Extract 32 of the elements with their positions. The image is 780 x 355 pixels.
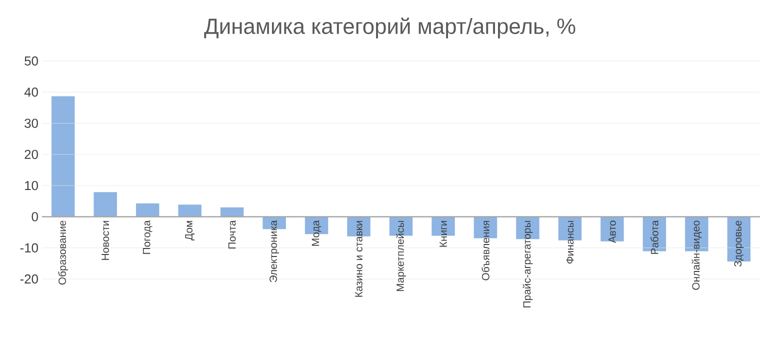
chart-title: Динамика категорий март/апрель, % bbox=[204, 18, 576, 38]
bar bbox=[178, 204, 202, 217]
x-tick-label: Почта bbox=[228, 220, 236, 248]
x-tick-label: Прайс-агрегаторы bbox=[522, 220, 533, 308]
bar bbox=[52, 96, 75, 217]
x-tick-label: Электроника bbox=[270, 220, 280, 282]
x-tick-label: Здоровье bbox=[734, 220, 744, 267]
x-tick-label: Образование bbox=[58, 220, 68, 285]
x-tick-label: Дом bbox=[185, 220, 194, 240]
bar bbox=[136, 203, 160, 217]
x-tick-label: Казино и ставки bbox=[355, 220, 362, 297]
x-tick-label: Маркетплейсы bbox=[396, 220, 406, 291]
y-tick-label: -20 bbox=[20, 274, 38, 284]
y-tick-label: 30 bbox=[24, 118, 38, 128]
y-tick-label: 40 bbox=[24, 88, 38, 97]
y-tick-label: 10 bbox=[25, 180, 38, 190]
bar bbox=[220, 207, 244, 217]
x-tick-label: Мода bbox=[312, 220, 322, 246]
x-tick-label: Новости bbox=[102, 220, 110, 260]
x-tick-label: Авто bbox=[608, 220, 616, 244]
y-tick-label: 50 bbox=[24, 56, 38, 66]
x-tick-label: Объявления bbox=[482, 220, 490, 280]
bar bbox=[600, 216, 624, 242]
x-tick-label: Финансы bbox=[566, 220, 574, 264]
bar bbox=[94, 192, 117, 217]
x-tick-label: Онлайн-видео bbox=[692, 220, 702, 290]
y-tick-label: -10 bbox=[20, 243, 38, 252]
x-tick-label: Книги bbox=[440, 220, 447, 247]
x-tick-label: Погода bbox=[142, 220, 152, 254]
y-tick-label: 20 bbox=[24, 150, 38, 160]
x-tick-label: Работа bbox=[650, 220, 658, 254]
y-tick-label: 0 bbox=[32, 212, 38, 222]
